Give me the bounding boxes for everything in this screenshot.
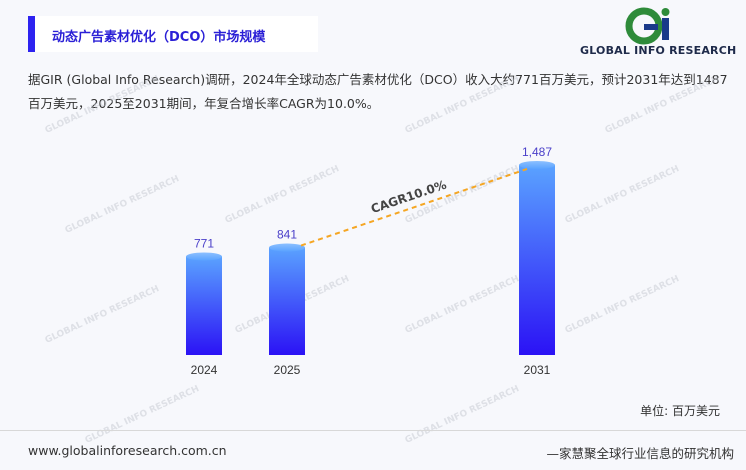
category-label-2025: 2025 [274, 363, 301, 377]
footer-slogan: —家慧聚全球行业信息的研究机构 [546, 446, 734, 461]
header-bar [28, 16, 318, 52]
cagr-line [300, 168, 528, 247]
footer-website[interactable]: www.globalinforesearch.com.cn [28, 443, 227, 458]
bar-cap-2024 [186, 252, 222, 261]
bar-2025 [269, 247, 305, 355]
value-label-2025: 841 [277, 228, 297, 242]
value-label-2024: 771 [194, 236, 214, 250]
gir-logo-icon [625, 7, 670, 45]
bar-cap-2031 [519, 161, 555, 169]
description: 据GIR (Global Info Research)调研，2024年全球动态广… [28, 72, 728, 111]
footer-divider [0, 430, 746, 431]
page-title: 动态广告素材优化（DCO）市场规模 [52, 30, 266, 45]
value-label-2031: 1,487 [522, 145, 552, 159]
logo-text: GLOBAL INFO RESEARCH [580, 44, 737, 57]
cagr-label: CAGR10.0% [369, 178, 448, 217]
unit-label: 单位: 百万美元 [640, 404, 720, 418]
bar-cap-2025 [269, 243, 305, 252]
bar-2024 [186, 256, 222, 355]
category-label-2031: 2031 [524, 363, 551, 377]
category-label-2024: 2024 [191, 363, 218, 377]
bar-2031 [519, 165, 555, 355]
